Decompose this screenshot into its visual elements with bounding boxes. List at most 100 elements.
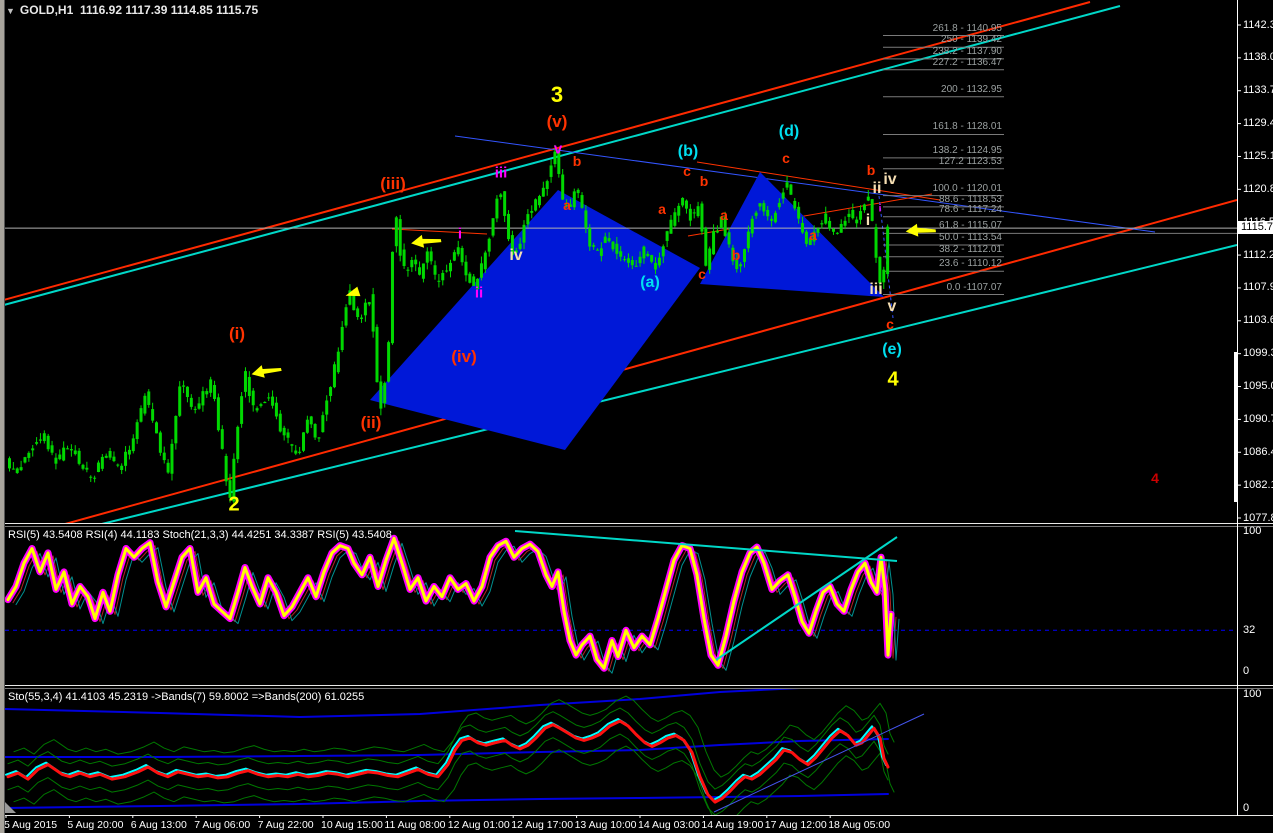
candle	[46, 435, 50, 450]
wave-label[interactable]: (e)	[882, 341, 902, 358]
time-axis-label[interactable]: 7 Aug 06:00	[194, 819, 251, 831]
price-axis-label[interactable]: 1107.93	[1243, 281, 1273, 294]
sto-axis-label[interactable]: 0	[1243, 802, 1250, 814]
wave-label[interactable]: b	[699, 173, 709, 189]
price-axis-label[interactable]: 1125.13	[1243, 149, 1273, 162]
wave-label[interactable]: iii	[494, 164, 508, 182]
time-axis-label[interactable]: 6 Aug 13:00	[130, 819, 187, 831]
wave-label[interactable]: i	[878, 203, 882, 215]
price-axis-label[interactable]: 1142.33	[1243, 18, 1273, 31]
candle	[19, 467, 23, 471]
rsi-axis-label[interactable]: 100	[1243, 525, 1262, 537]
candle	[421, 263, 425, 279]
wave-label[interactable]: iii	[869, 281, 883, 298]
time-axis-label[interactable]: 14 Aug 03:00	[638, 819, 700, 831]
candle	[135, 422, 139, 440]
yellow-arrow-icon[interactable]	[250, 361, 282, 381]
panel-separator[interactable]	[0, 523, 1273, 524]
time-axis-label[interactable]: 5 Aug 2015	[4, 819, 58, 831]
wave-label[interactable]: iv	[883, 171, 897, 188]
wave-label[interactable]: (b)	[677, 143, 699, 160]
fib-level-label: 38.2 - 1112.01	[938, 243, 1002, 255]
candle	[209, 379, 213, 393]
price-axis-label[interactable]: 1112.23	[1243, 248, 1273, 261]
candle	[8, 458, 11, 469]
wave-label[interactable]: (d)	[778, 123, 800, 140]
price-axis-label[interactable]: 1090.73	[1243, 412, 1273, 425]
time-axis-label[interactable]: 10 Aug 15:00	[321, 819, 383, 831]
price-axis-label[interactable]: 1103.63	[1243, 314, 1273, 327]
wave-label[interactable]: 4	[887, 368, 899, 391]
blue-triangle-pattern[interactable]	[700, 172, 884, 297]
candle	[50, 445, 54, 453]
price-axis-label[interactable]: 1129.43	[1243, 117, 1273, 130]
panel-separator[interactable]	[0, 685, 1273, 686]
rsi-axis-label[interactable]: 32	[1243, 624, 1256, 637]
wave-label[interactable]: i	[865, 212, 871, 229]
wave-label[interactable]: (v)	[546, 112, 568, 131]
price-axis-label[interactable]: 1095.03	[1243, 380, 1273, 393]
sto-signal-line	[5, 718, 887, 802]
yellow-arrow-icon[interactable]	[344, 286, 361, 301]
candle	[313, 423, 317, 438]
time-axis-label[interactable]: 7 Aug 22:00	[257, 819, 314, 831]
candle	[271, 396, 275, 406]
candle	[170, 443, 174, 474]
price-axis-label[interactable]: 1138.03	[1243, 51, 1273, 64]
wave-label[interactable]: v	[553, 140, 563, 158]
wave-label[interactable]: c	[683, 163, 691, 179]
price-axis-label[interactable]: 1133.73	[1243, 84, 1273, 97]
wave-label[interactable]: i	[457, 225, 463, 243]
candle	[607, 238, 611, 242]
time-axis-label[interactable]: 11 Aug 08:00	[384, 819, 446, 831]
wave-label[interactable]: c	[886, 316, 894, 332]
time-axis-label[interactable]: 12 Aug 17:00	[511, 819, 574, 831]
candle	[390, 251, 394, 344]
price-axis-label[interactable]: 1120.83	[1243, 182, 1273, 195]
sto-axis-label[interactable]: 100	[1243, 688, 1262, 700]
blue-triangle-pattern[interactable]	[370, 190, 700, 450]
time-axis-label[interactable]: 14 Aug 19:00	[701, 819, 764, 831]
candle	[746, 231, 750, 249]
wave-label[interactable]: c	[698, 266, 706, 282]
wave-label[interactable]: b	[572, 153, 582, 169]
time-axis-label[interactable]: 13 Aug 10:00	[574, 819, 637, 831]
wave-label[interactable]: (ii)	[360, 413, 382, 432]
price-axis-label[interactable]: 1086.43	[1243, 445, 1273, 458]
wave-label[interactable]: 4	[1151, 470, 1159, 486]
time-axis-label[interactable]: 17 Aug 12:00	[764, 819, 827, 831]
candle	[561, 174, 565, 200]
wave-label[interactable]: (iv)	[451, 347, 477, 366]
wave-label[interactable]: ii	[474, 284, 484, 302]
candle	[882, 269, 886, 283]
wave-label[interactable]: a	[720, 207, 728, 223]
sto-indicator-label: Sto(55,3,4) 41.4103 45.2319 ->Bands(7) 5…	[8, 691, 365, 703]
price-axis-label[interactable]: 1077.83	[1243, 511, 1273, 524]
wave-label[interactable]: b	[866, 162, 876, 178]
rsi-axis-label[interactable]: 0	[1243, 665, 1250, 677]
wave-label[interactable]: ii	[872, 180, 882, 197]
candle	[719, 216, 723, 228]
scroll-grip-icon[interactable]	[4, 801, 16, 813]
wave-label[interactable]: (a)	[640, 274, 660, 291]
price-axis-scrollbar[interactable]	[1234, 352, 1237, 502]
wave-label[interactable]: (iii)	[380, 174, 406, 193]
yellow-arrow-icon[interactable]	[905, 222, 936, 238]
yellow-arrow-icon[interactable]	[410, 232, 442, 250]
wave-label[interactable]: c	[782, 150, 790, 166]
time-axis-label[interactable]: 18 Aug 05:00	[828, 819, 891, 831]
wave-label[interactable]: a	[658, 201, 666, 217]
wave-label[interactable]: a	[563, 197, 571, 213]
wave-label[interactable]: (i)	[228, 324, 246, 343]
price-axis-label[interactable]: 1082.13	[1243, 478, 1273, 491]
price-axis-label[interactable]: 1099.33	[1243, 347, 1273, 360]
wave-label[interactable]: iv	[509, 247, 523, 264]
wave-label[interactable]: b	[731, 247, 741, 263]
wave-label[interactable]: 3	[550, 82, 564, 107]
wave-label[interactable]: a	[809, 227, 817, 243]
wave-label[interactable]: v	[887, 298, 897, 315]
time-axis-label[interactable]: 5 Aug 20:00	[67, 819, 124, 831]
time-axis-label[interactable]: 12 Aug 01:00	[447, 819, 510, 831]
wave-label[interactable]: 2	[228, 493, 240, 516]
